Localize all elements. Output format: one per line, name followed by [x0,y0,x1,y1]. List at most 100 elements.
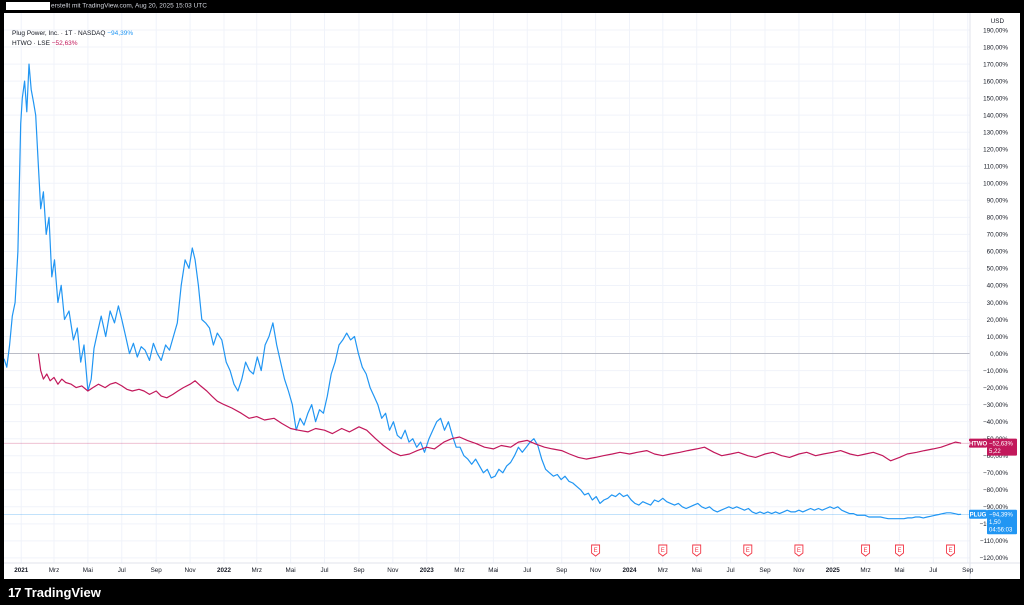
tradingview-logo[interactable]: 17 TradingView [8,584,101,600]
creation-note-text: erstellt mit TradingView.com, Aug 20, 20… [51,2,207,10]
x-tick-label: Mrz [49,567,60,574]
redacted-username [6,2,50,10]
y-tick-label: −10,00% [983,368,1008,375]
bottom-bar: 17 TradingView [0,579,1024,605]
y-tick-label: −120,00% [979,555,1008,562]
earnings-marker-label: E [949,548,953,554]
x-tick-label: Mai [488,567,498,574]
y-tick-label: 40,00% [987,283,1009,290]
y-tick-label: 160,00% [983,78,1008,85]
earnings-marker-shape [743,544,753,557]
y-tick-label: −70,00% [983,470,1008,477]
x-tick-label: 2024 [622,567,637,574]
earnings-marker-shape [895,544,904,557]
x-tick-label: Mrz [251,567,262,574]
earnings-marker-shape [692,544,702,557]
y-axis[interactable]: 190,00% 180,00% 170,00% 160,00% 150,00% 140,0… [969,13,1009,579]
x-tick-label: Sep [962,567,974,574]
x-tick-label: Jul [929,567,937,574]
earnings-marker-label: E [594,548,598,554]
series-group [4,63,962,520]
y-axis-unit: USD [991,18,1005,25]
y-tick-label: −20,00% [983,385,1008,392]
x-tick-label: Jul [727,567,735,574]
x-tick-label: 2023 [420,567,435,574]
y-tick-label: 190,00% [983,27,1008,34]
earnings-marker-shape [591,544,601,557]
earnings-marker-label: E [897,548,901,554]
x-tick-label: 2021 [14,567,29,574]
legend-value-htwo: −52,63% [51,39,78,47]
y-tick-label: 90,00% [987,198,1009,205]
earnings-marker[interactable]: E [743,544,753,557]
y-tick-label: 120,00% [983,147,1008,154]
top-bar: erstellt mit TradingView.com, Aug 20, 20… [0,0,1024,13]
y-tick-label: 180,00% [983,44,1008,51]
x-tick-label: Jul [523,567,531,574]
earnings-marker-label: E [746,548,750,554]
tradingview-logo-icon: 17 [8,584,22,600]
x-axis[interactable]: 2021 Mrz Mai Jul Sep Nov 2022 Mrz Mai Jul Sep Nov 20… [4,562,1020,574]
series-line-plug[interactable] [4,63,962,520]
y-tick-label: −60,00% [983,453,1008,460]
x-tick-label: Sep [556,567,568,574]
earnings-marker[interactable]: E [895,544,904,557]
earnings-marker[interactable]: E [794,544,804,557]
x-tick-label: 2022 [217,567,232,574]
y-tick-label: −110,00% [980,538,1008,545]
x-tick-label: Mai [692,567,702,574]
y-tick-label: 100,00% [983,181,1008,188]
x-tick-label: Mai [83,567,93,574]
legend-item-plug[interactable]: Plug Power, Inc. · 1T · NASDAQ −94,39% [12,29,133,39]
y-tick-label: 80,00% [987,215,1009,222]
zero-line-group [4,353,970,515]
x-tick-label: Jul [118,567,126,574]
x-tick-label: Mai [894,567,904,574]
earnings-marker-label: E [797,548,801,554]
y-tick-label: 50,00% [987,266,1009,273]
earnings-marker-label: E [661,548,665,554]
y-tick-label: 30,00% [987,300,1009,307]
symbol-tag-plug: PLUG [970,512,987,518]
y-tick-label: 150,00% [983,95,1008,102]
y-tick-label: 10,00% [987,334,1009,341]
x-tick-label: Nov [590,567,602,574]
y-tick-label: −30,00% [983,402,1008,409]
earnings-marker-shape [658,544,668,557]
price-tag-bg-htwo [987,438,1017,456]
earnings-marker[interactable]: E [658,544,668,557]
legend-label-htwo: HTWO · LSE [12,39,50,47]
price-tag-line-htwo: 5,22 [989,449,1001,455]
y-tick-label: −40,00% [983,419,1008,426]
earnings-marker-label: E [695,548,699,554]
brand-name: TradingView [24,584,101,600]
legend-value-plug: −94,39% [107,30,134,37]
x-tick-label: Mai [286,567,296,574]
earnings-marker-shape [794,544,804,557]
creation-note: erstellt mit TradingView.com, Aug 20, 20… [6,2,207,10]
legend-label-plug: Plug Power, Inc. · 1T · NASDAQ [12,30,106,37]
chart-panel[interactable]: 190,00% 180,00% 170,00% 160,00% 150,00% 140,0… [4,13,1020,579]
earnings-marker[interactable]: E [946,544,956,557]
legend-item-htwo[interactable]: HTWO · LSE −52,63% [12,39,133,49]
y-tick-label: 110,00% [984,164,1009,171]
price-tag-line-htwo: −52,63% [989,441,1014,447]
earnings-marker[interactable]: E [591,544,601,557]
x-tick-label: Mrz [860,567,871,574]
y-tick-label: −90,00% [983,504,1008,511]
price-tag-bg-plug [987,509,1017,535]
grid [4,13,970,563]
chart-svg[interactable]: 190,00% 180,00% 170,00% 160,00% 150,00% 140,0… [4,13,1020,579]
series-line-htwo[interactable] [37,353,962,462]
x-tick-label: 2025 [826,567,841,574]
x-tick-label: Nov [184,567,196,574]
earnings-marker[interactable]: E [692,544,702,557]
x-tick-label: Mrz [658,567,669,574]
earnings-marker[interactable]: E [861,544,871,557]
earnings-marker-shape [861,544,871,557]
symbol-tag-htwo: HTWO [969,441,988,447]
earnings-marker-label: E [864,548,868,554]
